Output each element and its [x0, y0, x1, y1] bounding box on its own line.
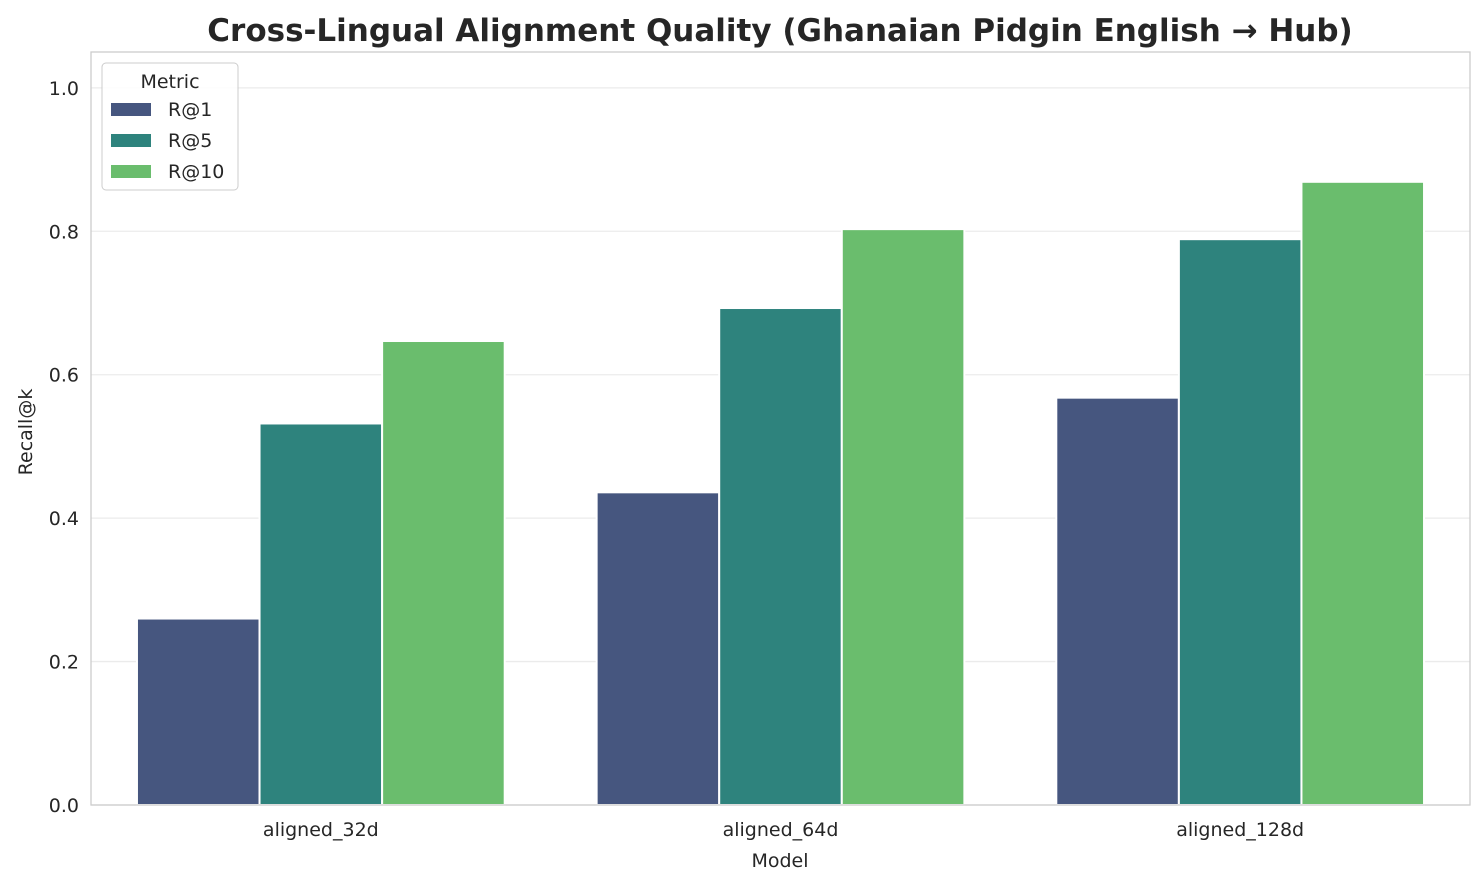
axes-frame [90, 51, 1471, 806]
legend: Metric R@1 R@5 R@10 [101, 62, 239, 191]
legend-swatch-R@1 [111, 103, 151, 116]
bar-R@5-aligned_128d [1177, 238, 1303, 807]
y-tick-label: 0.0 [49, 795, 79, 817]
bar-R@10-aligned_128d [1300, 180, 1426, 806]
bar-R@10-aligned_32d [381, 340, 506, 806]
legend-label: R@5 [168, 130, 212, 152]
x-axis-label: Model [751, 850, 808, 872]
y-tick-label: 0.2 [49, 652, 79, 674]
legend-label: R@1 [168, 99, 212, 121]
y-tick-label: 0.6 [49, 365, 79, 387]
legend-box [101, 62, 239, 191]
x-tick-label: aligned_32d [263, 819, 379, 841]
bar-R@10-aligned_64d [840, 228, 966, 807]
y-axis-label: Recall@k [15, 389, 37, 476]
legend-swatch-R@5 [111, 134, 151, 147]
bar-R@1-aligned_128d [1055, 396, 1180, 806]
bar-R@5-aligned_32d [258, 422, 384, 806]
bar-R@5-aligned_64d [718, 307, 843, 806]
bar-R@1-aligned_32d [135, 617, 261, 806]
bar-R@1-aligned_64d [595, 491, 721, 806]
x-tick-label: aligned_128d [1176, 819, 1304, 841]
legend-label: R@10 [168, 161, 224, 183]
y-tick-label: 1.0 [49, 78, 79, 100]
x-tick-label: aligned_64d [723, 819, 839, 841]
legend-swatch-R@10 [111, 165, 151, 178]
y-tick-label: 0.4 [49, 508, 79, 530]
y-tick-label: 0.8 [49, 221, 79, 243]
chart-title: Cross-Lingual Alignment Quality (Ghanaia… [207, 13, 1352, 49]
legend-title: Metric [140, 71, 199, 93]
